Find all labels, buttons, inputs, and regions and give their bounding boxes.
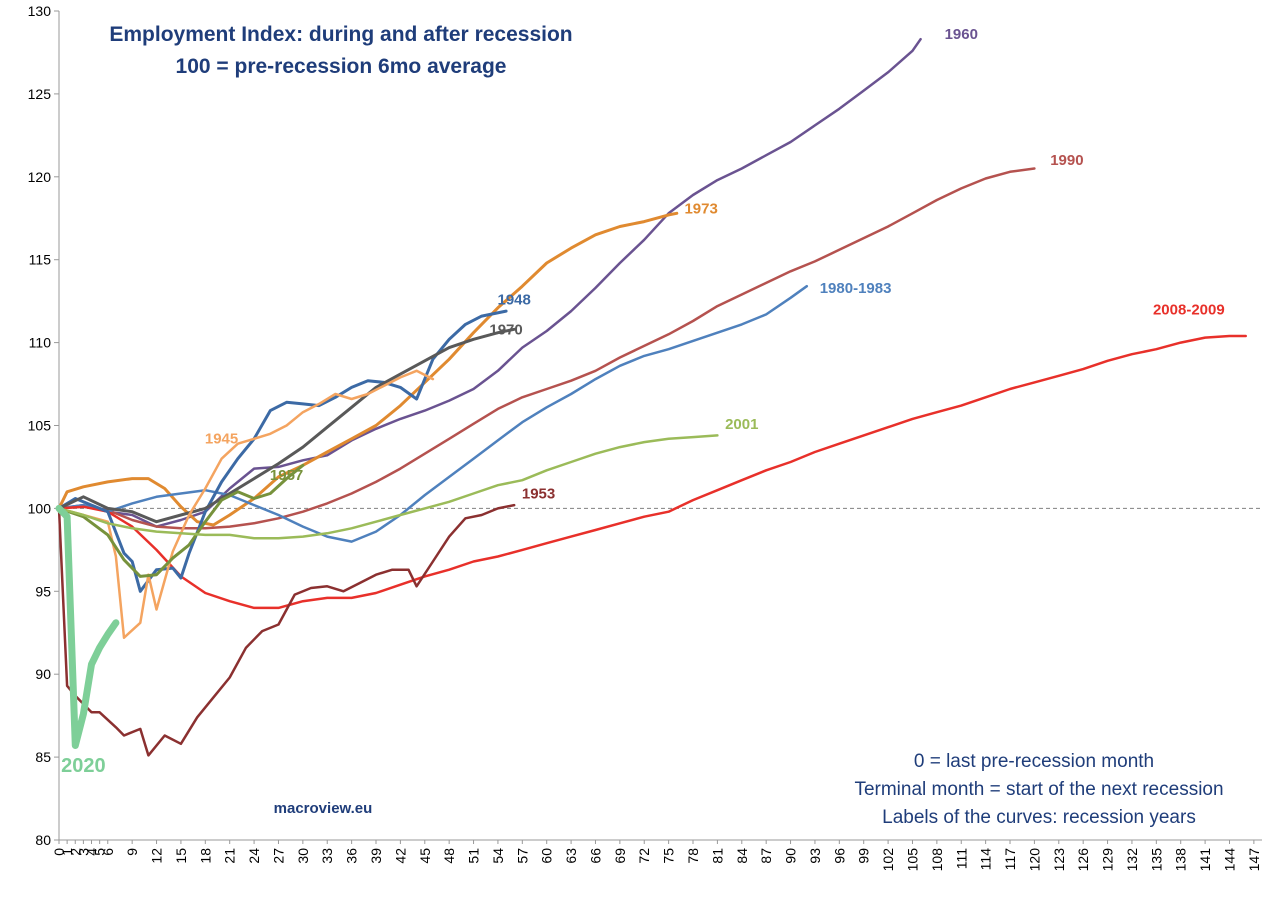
series-label-1960: 1960: [945, 26, 978, 43]
series-label-1970: 1970: [489, 321, 522, 338]
x-tick-label: 120: [1026, 848, 1042, 872]
series-line-1953: [57, 503, 516, 757]
x-tick-label: 117: [1002, 848, 1018, 871]
chart-subtitle: 100 = pre-recession 6mo average: [176, 55, 507, 78]
x-tick-label: 144: [1221, 848, 1237, 872]
x-tick-label: 9: [124, 848, 140, 856]
x-tick-label: 0: [51, 848, 67, 856]
x-tick-label: 84: [734, 848, 750, 864]
x-tick-label: 5: [92, 848, 108, 856]
series-line-1960: [57, 37, 922, 528]
y-tick-label: 130: [28, 3, 52, 19]
x-tick-label: 102: [880, 848, 896, 872]
x-tick-label: 15: [173, 848, 189, 864]
x-tick-label: 51: [466, 848, 482, 864]
y-tick-label: 85: [35, 749, 51, 765]
x-tick-label: 105: [904, 848, 920, 872]
x-tick-label: 129: [1100, 848, 1116, 872]
chart-title: Employment Index: during and after reces…: [109, 23, 572, 46]
x-tick-label: 135: [1148, 848, 1164, 872]
x-tick-label: 123: [1051, 848, 1067, 872]
x-tick-label: 108: [929, 848, 945, 872]
series-line-2001: [57, 434, 719, 540]
series-label-2001: 2001: [725, 416, 758, 433]
x-tick-label: 93: [807, 848, 823, 864]
series-line-1990: [57, 167, 1036, 530]
x-tick-label: 75: [661, 848, 677, 864]
x-tick-label: 141: [1197, 848, 1213, 872]
series-line-1945: [57, 369, 435, 639]
x-tick-label: 132: [1124, 848, 1140, 872]
x-tick-label: 111: [953, 848, 969, 869]
y-tick-label: 90: [35, 666, 51, 682]
series-line-2020: [55, 504, 120, 749]
x-tick-label: 36: [344, 848, 360, 864]
y-tick-label: 80: [35, 832, 51, 848]
x-tick-label: 45: [417, 848, 433, 864]
x-tick-label: 24: [246, 848, 262, 864]
x-tick-label: 54: [490, 848, 506, 864]
x-tick-label: 6: [100, 848, 116, 856]
x-tick-label: 90: [783, 848, 799, 864]
x-tick-label: 87: [758, 848, 774, 864]
y-tick-label: 110: [29, 335, 52, 351]
x-tick-label: 78: [685, 848, 701, 864]
series-label-1973: 1973: [684, 200, 717, 217]
x-tick-label: 1: [59, 848, 75, 856]
series-label-2020: 2020: [61, 755, 106, 777]
x-tick-label: 96: [831, 848, 847, 864]
x-tick-label: 69: [612, 848, 628, 864]
x-tick-label: 27: [270, 848, 286, 864]
y-tick-label: 120: [28, 169, 52, 185]
series-line-2008-2009: [57, 334, 1247, 610]
x-tick-label: 99: [856, 848, 872, 864]
x-tick-label: 72: [636, 848, 652, 864]
note-line-1: 0 = last pre-recession month: [914, 751, 1154, 772]
y-tick-label: 105: [28, 418, 52, 434]
x-tick-label: 81: [709, 848, 725, 864]
x-tick-label: 63: [563, 848, 579, 864]
series-label-1953: 1953: [522, 485, 555, 502]
source-label: macroview.eu: [274, 800, 373, 817]
series-line-1980-1983: [57, 284, 809, 543]
x-tick-label: 39: [368, 848, 384, 864]
x-tick-label: 33: [319, 848, 335, 864]
series-label-1945: 1945: [205, 431, 238, 448]
series-label-layer: 1960 1990 1973 1980-1983 2008-2009 1948 1970 19…: [61, 26, 1225, 777]
y-tick-label: 125: [28, 86, 52, 102]
y-tick-label: 95: [35, 583, 51, 599]
x-tick-label: 3: [75, 848, 91, 856]
series-line-1948: [57, 309, 508, 593]
note-line-2: Terminal month = start of the next reces…: [854, 779, 1223, 800]
x-tick-label: 21: [222, 848, 238, 864]
x-tick-label: 66: [587, 848, 603, 864]
x-tick-label: 30: [295, 848, 311, 864]
series-line-1957: [57, 463, 305, 578]
x-tick-label: 126: [1075, 848, 1091, 872]
y-tick-label: 100: [28, 500, 52, 516]
x-tick-label: 42: [392, 848, 408, 864]
x-tick-label: 57: [514, 848, 530, 864]
y-tick-label: 115: [29, 252, 52, 268]
series-label-1990: 1990: [1050, 152, 1083, 169]
x-tick-label: 60: [539, 848, 555, 864]
x-tick-label: 114: [978, 848, 994, 871]
x-tick-label: 12: [149, 848, 165, 864]
series-label-1980-1983: 1980-1983: [820, 280, 892, 297]
series-label-1948: 1948: [498, 291, 531, 308]
x-tick-label: 2: [67, 848, 83, 856]
x-tick-label: 48: [441, 848, 457, 864]
series-layer: [55, 37, 1247, 757]
x-tick-label: 18: [197, 848, 213, 864]
series-label-1957: 1957: [270, 467, 303, 484]
x-tick-label: 4: [84, 848, 100, 856]
series-line-1973: [57, 211, 679, 527]
series-label-2008-2009: 2008-2009: [1153, 301, 1225, 318]
x-tick-label: 138: [1173, 848, 1189, 872]
x-tick-label: 147: [1246, 848, 1262, 872]
note-line-3: Labels of the curves: recession years: [882, 807, 1196, 828]
series-line-1970: [57, 327, 516, 524]
